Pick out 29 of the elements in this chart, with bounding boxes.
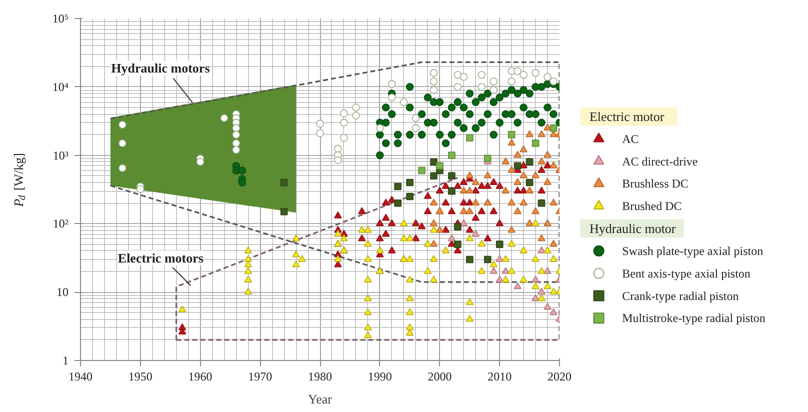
- x-tick-label: 2000: [428, 370, 452, 384]
- y-tick-label: 10⁴: [52, 80, 69, 94]
- x-tick-label: 1940: [68, 370, 92, 384]
- legend-label: Swash plate-type axial piston: [622, 244, 764, 258]
- legend-label: AC: [622, 132, 639, 146]
- legend-label: Crank-type radial piston: [622, 288, 739, 303]
- text: Electric motor: [589, 108, 665, 124]
- x-tick-label: 1960: [188, 370, 212, 384]
- text: Hydraulic motor: [589, 221, 676, 236]
- legend-label: AC direct-drive: [622, 154, 698, 168]
- y-axis-title: Pd [W/kg]: [11, 152, 28, 208]
- x-tick-label: 1990: [368, 370, 392, 384]
- x-tick-label: 1950: [128, 370, 152, 384]
- x-tick-label: 2020: [548, 370, 572, 384]
- legend-label: Multistroke-type radial piston: [622, 311, 766, 326]
- legend-label: Bent axis-type axial piston: [622, 266, 750, 280]
- legend-label: Brushless DC: [622, 176, 688, 191]
- y-tick-label: 10³: [52, 148, 69, 162]
- y-tick-label: 10⁵: [52, 12, 69, 26]
- y-tick-label: 10: [56, 285, 68, 300]
- annotation: Electric motors: [118, 250, 204, 266]
- x-tick-label: 1970: [248, 370, 272, 384]
- annotation: Hydraulic motors: [111, 60, 210, 76]
- x-axis-title: Year: [308, 392, 333, 406]
- x-tick-label: 2010: [488, 370, 512, 384]
- legend-label: Brushed DC: [622, 199, 682, 214]
- x-tick-label: 1980: [308, 370, 332, 384]
- y-tick-label: 1: [62, 354, 68, 368]
- y-tick-label: 10²: [52, 216, 69, 231]
